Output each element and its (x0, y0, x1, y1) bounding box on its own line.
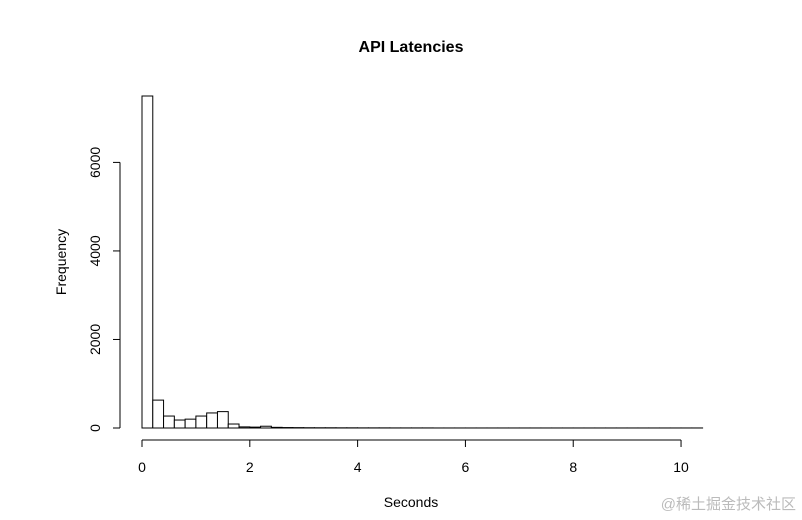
x-tick-label: 10 (673, 459, 689, 475)
x-tick-label: 0 (138, 459, 146, 475)
bar (249, 426, 262, 429)
chart-title: API Latencies (359, 39, 464, 56)
bar (184, 418, 197, 429)
bar (141, 95, 154, 429)
x-axis-label: Seconds (384, 494, 438, 510)
bar (227, 423, 240, 429)
bar (163, 415, 175, 429)
y-tick-label: 0 (87, 424, 103, 432)
bar (270, 426, 283, 429)
bar (173, 419, 186, 429)
bar (195, 415, 208, 429)
x-tick-label: 2 (246, 459, 254, 475)
bar (152, 399, 165, 429)
watermark: @稀土掘金技术社区 (661, 496, 796, 513)
y-tick-label: 4000 (87, 235, 103, 266)
x-tick-label: 4 (354, 459, 362, 475)
y-axis-label: Frequency (53, 229, 69, 295)
y-tick-label: 2000 (87, 324, 103, 355)
x-tick-label: 8 (569, 459, 577, 475)
y-tick-label: 6000 (87, 147, 103, 178)
x-tick-label: 6 (462, 459, 470, 475)
bar (238, 426, 251, 429)
bar (260, 425, 272, 429)
bar (206, 412, 218, 429)
bar (216, 411, 229, 429)
